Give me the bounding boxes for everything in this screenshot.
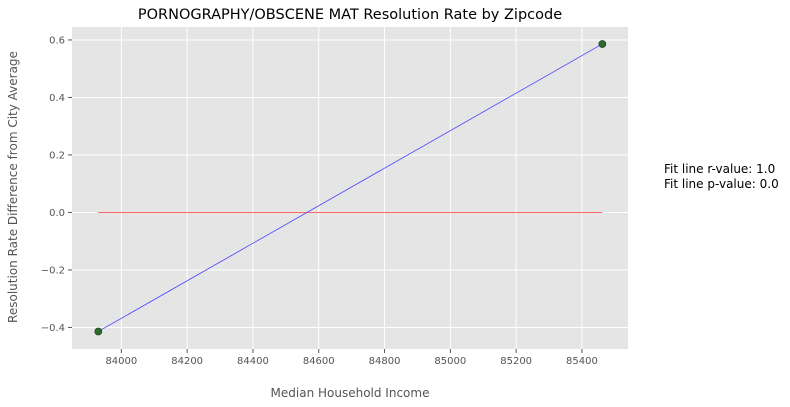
data-points	[94, 40, 607, 336]
data-point	[598, 40, 607, 48]
y-tick-label: −0.2	[41, 265, 65, 276]
series-lines	[98, 43, 603, 332]
x-tick-label: 84000	[105, 356, 137, 367]
x-tick-label: 84400	[237, 356, 269, 367]
x-tick-label: 85400	[566, 356, 598, 367]
y-tick-label: 0.6	[49, 35, 65, 46]
y-axis-label: Resolution Rate Difference from City Ave…	[6, 51, 20, 323]
x-tick-label: 84200	[171, 356, 203, 367]
y-tick-label: 0.4	[49, 93, 65, 104]
y-tick-label: 0.2	[49, 150, 65, 161]
fit-p-value: Fit line p-value: 0.0	[664, 177, 779, 191]
x-tick-label: 84600	[303, 356, 335, 367]
x-tick-label: 84800	[369, 356, 401, 367]
chart-title: PORNOGRAPHY/OBSCENE MAT Resolution Rate …	[138, 7, 562, 23]
x-axis-label: Median Household Income	[271, 386, 430, 400]
x-tick-label: 85200	[500, 356, 532, 367]
y-tick-label: −0.4	[41, 323, 65, 334]
fit-r-value: Fit line r-value: 1.0	[664, 162, 776, 176]
y-tick-label: 0.0	[49, 208, 65, 219]
x-tick-labels: 84000 84200 84400 84600 84800 85000 85200 85400	[105, 356, 597, 367]
data-point	[94, 327, 103, 336]
y-tick-labels: −0.4 −0.2 0.0 0.2 0.4 0.6	[41, 35, 65, 334]
x-tick-label: 85000	[434, 356, 466, 367]
fit-line	[98, 43, 603, 332]
fit-annotation: Fit line r-value: 1.0 Fit line p-value: …	[664, 162, 779, 192]
